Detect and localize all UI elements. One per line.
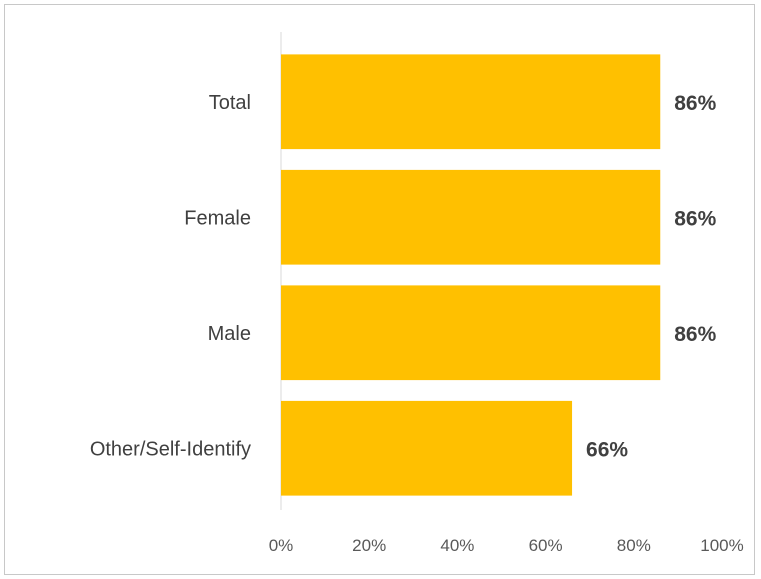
data-labels: 86% 86% 86% 66%: [586, 92, 717, 462]
data-label: 86%: [674, 92, 716, 115]
category-label: Other/Self-Identify: [90, 438, 251, 460]
data-label: 86%: [674, 207, 716, 230]
category-label: Female: [184, 207, 251, 229]
bar-total: [281, 54, 661, 150]
x-tick-label: 40%: [440, 536, 474, 555]
bars-group: [281, 54, 661, 496]
data-label: 86%: [674, 323, 716, 346]
bar-female: [281, 169, 661, 265]
x-tick-label: 0%: [269, 536, 294, 555]
category-label: Total: [209, 92, 251, 114]
category-labels: Total Female Male Other/Self-Identify: [90, 92, 251, 461]
bar-male: [281, 285, 661, 381]
x-tick-label: 60%: [529, 536, 563, 555]
x-tick-label: 20%: [352, 536, 386, 555]
x-tick-labels: 0% 20% 40% 60% 80% 100%: [269, 536, 744, 555]
category-label: Male: [208, 323, 251, 345]
x-tick-label: 100%: [700, 536, 743, 555]
x-tick-label: 80%: [617, 536, 651, 555]
bar-other-self-identify: [281, 400, 573, 496]
data-label: 66%: [586, 438, 628, 461]
